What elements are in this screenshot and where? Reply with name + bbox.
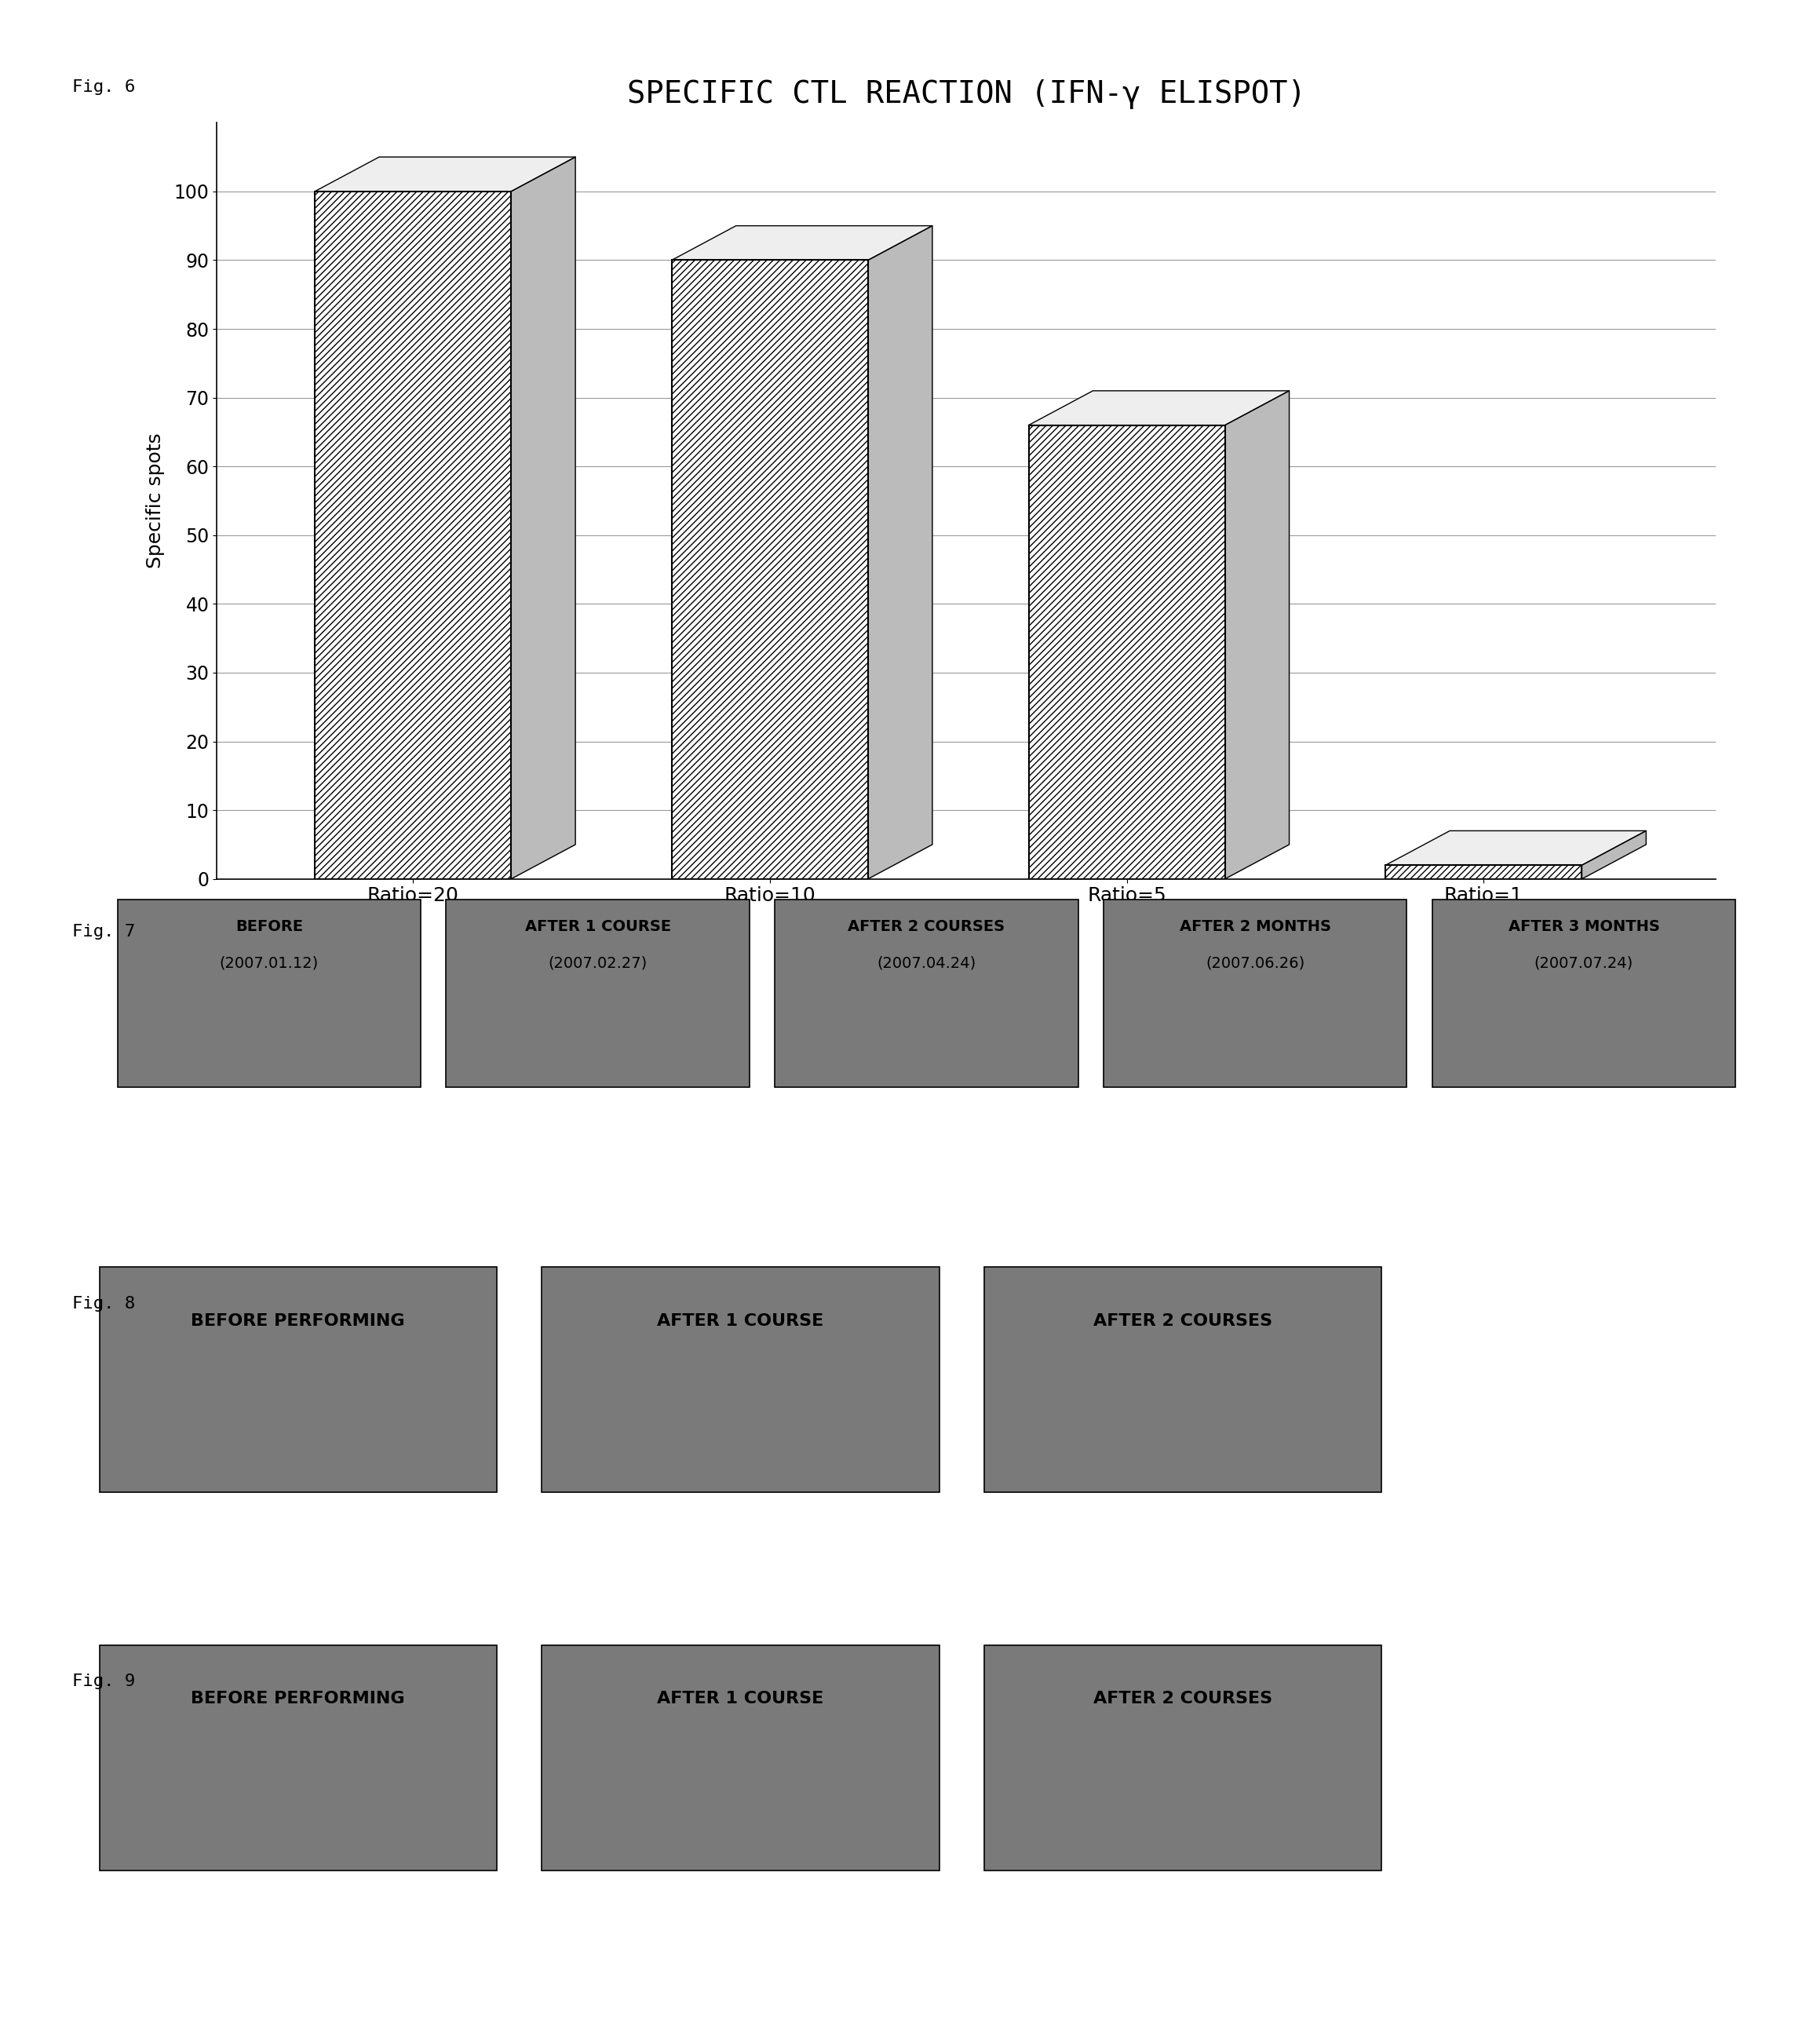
Text: AFTER 1 COURSE: AFTER 1 COURSE	[657, 1312, 824, 1329]
Text: AFTER 1 COURSE: AFTER 1 COURSE	[526, 920, 670, 934]
Text: Fig. 9: Fig. 9	[72, 1674, 135, 1690]
Text: Fig. 8: Fig. 8	[72, 1296, 135, 1312]
Text: AFTER 2 COURSES: AFTER 2 COURSES	[1093, 1312, 1273, 1329]
Bar	[1385, 865, 1582, 879]
Text: Fig. 7: Fig. 7	[72, 924, 135, 940]
Polygon shape	[672, 225, 932, 260]
Text: AFTER 3 MONTHS: AFTER 3 MONTHS	[1508, 920, 1660, 934]
Text: (2007.07.24): (2007.07.24)	[1535, 957, 1633, 971]
Text: AFTER 2 COURSES: AFTER 2 COURSES	[849, 920, 1004, 934]
Polygon shape	[869, 225, 932, 879]
Bar	[1029, 425, 1224, 879]
Text: Fig. 6: Fig. 6	[72, 80, 135, 96]
Text: (2007.06.26): (2007.06.26)	[1206, 957, 1304, 971]
Text: AFTER 2 COURSES: AFTER 2 COURSES	[1093, 1690, 1273, 1707]
Polygon shape	[1224, 390, 1289, 879]
Text: AFTER 2 MONTHS: AFTER 2 MONTHS	[1179, 920, 1331, 934]
Title: SPECIFIC CTL REACTION (IFN-γ ELISPOT): SPECIFIC CTL REACTION (IFN-γ ELISPOT)	[627, 80, 1306, 108]
Text: (2007.01.12): (2007.01.12)	[220, 957, 318, 971]
Polygon shape	[314, 157, 576, 192]
Polygon shape	[511, 157, 576, 879]
Text: AFTER 1 COURSE: AFTER 1 COURSE	[657, 1690, 824, 1707]
Polygon shape	[1029, 390, 1289, 425]
Text: (2007.04.24): (2007.04.24)	[878, 957, 975, 971]
Bar	[314, 192, 511, 879]
Text: BEFORE PERFORMING: BEFORE PERFORMING	[191, 1690, 405, 1707]
Polygon shape	[1582, 830, 1645, 879]
Text: (2007.02.27): (2007.02.27)	[549, 957, 647, 971]
Polygon shape	[1385, 830, 1645, 865]
Bar	[672, 260, 869, 879]
Text: BEFORE PERFORMING: BEFORE PERFORMING	[191, 1312, 405, 1329]
Text: BEFORE: BEFORE	[235, 920, 303, 934]
Y-axis label: Specific spots: Specific spots	[146, 433, 164, 568]
